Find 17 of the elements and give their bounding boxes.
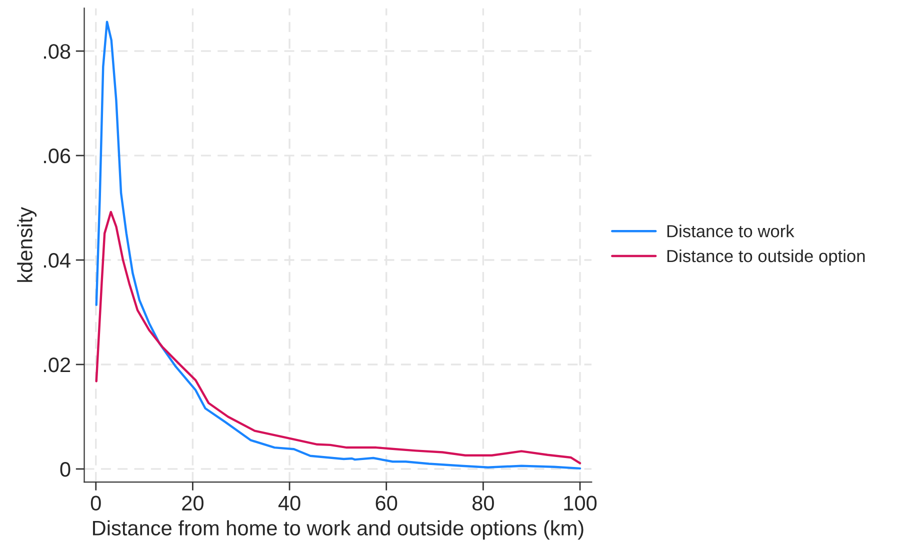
legend-label: Distance to work: [667, 224, 794, 238]
y-tick-label: .06: [44, 148, 70, 164]
legend-label: Distance to outside option: [667, 249, 865, 266]
y-tick-label: .04: [44, 253, 70, 268]
line-series: [95, 20, 582, 470]
x-tick-label: 0: [90, 496, 101, 511]
x-tick-label: 40: [278, 496, 300, 511]
x-tick-label: 60: [376, 496, 398, 511]
line-series: [95, 210, 582, 464]
y-tick-label: 0: [60, 462, 70, 477]
x-tick-label: 80: [472, 496, 494, 511]
x-tick-label: 100: [564, 496, 597, 511]
y-tick-label: .02: [44, 357, 70, 372]
x-tick-label: 20: [182, 496, 204, 511]
y-axis-title: kdensity: [17, 206, 37, 282]
x-axis-title: Distance from home to work and outside options (km): [93, 520, 584, 540]
y-tick-label: .08: [44, 44, 70, 59]
